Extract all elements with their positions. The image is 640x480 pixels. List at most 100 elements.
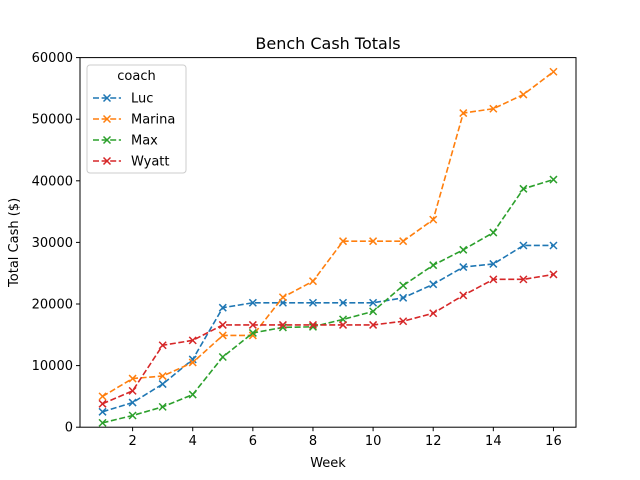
data-point-max <box>128 411 137 420</box>
x-axis: 2 4 6 8 10 12 14 16 <box>128 427 562 449</box>
data-point-max <box>459 245 468 254</box>
data-point-marina <box>218 331 227 340</box>
data-point-wyatt <box>489 275 498 284</box>
y-tick-label: 40000 <box>32 174 73 189</box>
data-point-luc <box>369 298 378 307</box>
data-point-marina <box>188 358 197 367</box>
data-point-marina <box>399 237 408 246</box>
data-point-luc <box>459 263 468 272</box>
data-point-marina <box>338 237 348 246</box>
data-point-wyatt <box>98 399 107 408</box>
y-tick-label: 0 <box>65 421 73 436</box>
data-point-marina <box>489 104 498 113</box>
series-line-wyatt <box>102 273 554 405</box>
x-axis-label: Week <box>310 456 346 471</box>
data-point-max <box>519 184 528 193</box>
data-point-luc <box>218 303 227 312</box>
y-tick-label: 50000 <box>32 113 73 128</box>
legend-item-marina: Marina <box>93 113 175 128</box>
data-point-marina <box>369 237 378 246</box>
data-point-marina <box>308 277 318 286</box>
series-line-max <box>102 178 554 424</box>
data-point-max <box>218 352 227 362</box>
y-axis-label: Total Cash ($) <box>7 198 22 288</box>
data-point-max <box>489 228 498 237</box>
data-point-luc <box>489 259 498 268</box>
data-point-luc <box>519 241 528 250</box>
legend-item-luc: Luc <box>93 92 153 107</box>
series-line-marina <box>102 71 554 398</box>
data-point-wyatt <box>429 309 438 318</box>
x-tick-label: 14 <box>485 434 502 449</box>
x-tick-label: 10 <box>365 434 382 449</box>
data-point-wyatt <box>158 341 167 350</box>
data-point-luc <box>308 298 318 307</box>
legend-item-max: Max <box>93 134 158 149</box>
data-point-max <box>549 175 558 184</box>
y-tick-label: 20000 <box>32 298 73 313</box>
data-point-luc <box>98 407 107 416</box>
data-point-marina <box>158 372 167 381</box>
data-point-luc <box>158 380 167 389</box>
data-point-marina <box>128 374 137 383</box>
legend-marker-wyatt <box>102 156 112 166</box>
chart-title: Bench Cash Totals <box>255 34 400 53</box>
data-point-wyatt <box>519 275 528 284</box>
data-point-luc <box>248 298 257 307</box>
data-point-max <box>429 261 438 270</box>
x-tick-label: 16 <box>545 434 562 449</box>
x-tick-label: 6 <box>249 434 257 449</box>
data-point-marina <box>98 392 107 401</box>
data-point-wyatt <box>188 336 197 345</box>
series-line-luc <box>102 244 554 413</box>
data-point-max <box>188 390 197 399</box>
legend: coach Luc Marina Max Wyatt <box>86 64 187 174</box>
legend-marker-luc <box>102 93 112 103</box>
legend-marker-marina <box>102 114 112 124</box>
x-tick-label: 2 <box>128 434 136 449</box>
legend-label-marina: Marina <box>131 113 175 128</box>
y-axis: 0 10000 20000 30000 40000 50000 60000 <box>32 51 80 436</box>
legend-label-wyatt: Wyatt <box>131 155 169 170</box>
data-point-max <box>369 307 378 316</box>
data-point-max <box>98 418 107 427</box>
data-point-max <box>399 281 408 290</box>
data-point-marina <box>459 109 468 118</box>
y-tick-label: 30000 <box>32 236 73 251</box>
data-point-wyatt <box>369 320 378 329</box>
legend-marker-max <box>102 135 112 145</box>
legend-label-max: Max <box>131 134 158 149</box>
data-point-wyatt <box>338 320 348 329</box>
data-point-marina <box>429 215 438 224</box>
legend-label-luc: Luc <box>131 92 153 107</box>
data-point-marina <box>549 67 558 76</box>
data-point-luc <box>338 298 348 307</box>
legend-item-wyatt: Wyatt <box>93 155 169 170</box>
y-tick-label: 10000 <box>32 359 73 374</box>
data-point-luc <box>128 398 137 407</box>
data-point-luc <box>399 293 408 302</box>
legend-box <box>86 64 187 174</box>
y-tick-label: 60000 <box>32 51 73 66</box>
x-tick-label: 8 <box>309 434 317 449</box>
data-point-marina <box>278 293 287 302</box>
data-point-max <box>158 402 167 411</box>
data-point-marina <box>519 90 528 99</box>
data-point-wyatt <box>399 317 408 326</box>
data-point-max <box>248 328 257 337</box>
x-tick-label: 12 <box>425 434 442 449</box>
data-point-luc <box>188 355 197 364</box>
legend-title: coach <box>117 69 155 84</box>
data-point-luc <box>549 241 558 250</box>
data-point-wyatt <box>128 386 137 395</box>
x-tick-label: 4 <box>189 434 197 449</box>
plot-area <box>98 67 558 427</box>
data-point-wyatt <box>549 270 558 279</box>
data-point-wyatt <box>308 320 318 329</box>
data-point-wyatt <box>459 291 468 300</box>
data-point-wyatt <box>218 320 227 329</box>
data-point-wyatt <box>248 320 257 329</box>
data-point-wyatt <box>278 320 287 329</box>
data-point-luc <box>429 280 438 289</box>
